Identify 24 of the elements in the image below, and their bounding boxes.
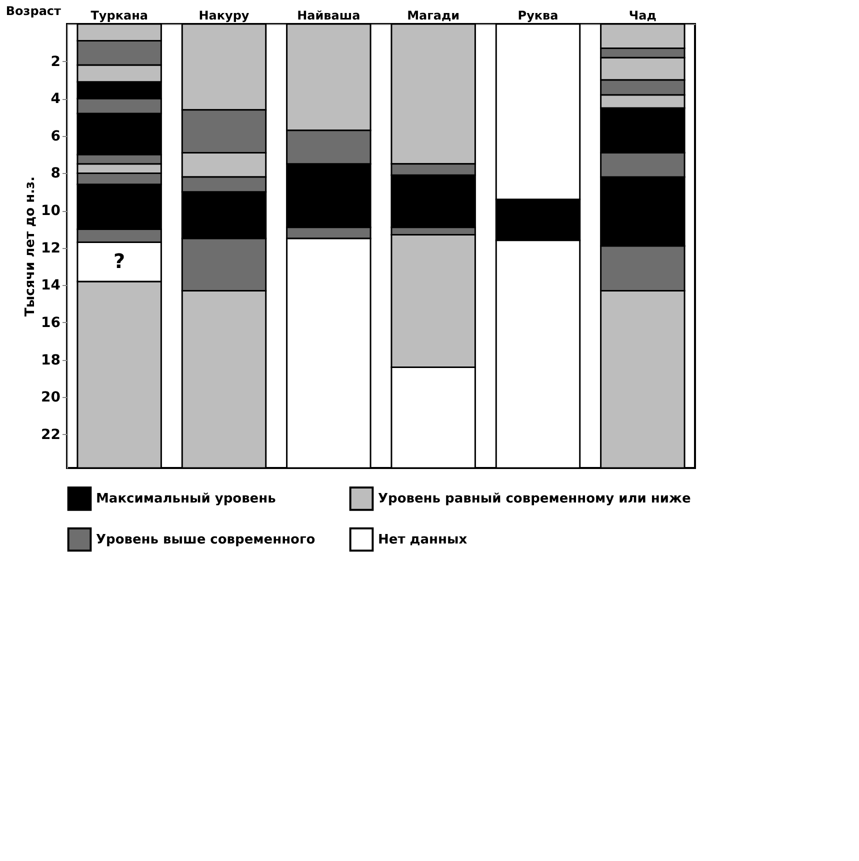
legend-label: Максимальный уровень: [96, 492, 276, 507]
y-tick-label: 6: [50, 128, 60, 144]
legend-label: Нет данных: [378, 532, 468, 548]
y-axis-title: Тысячи лет до н.з.: [23, 176, 38, 317]
x-tick-label: Магади: [407, 8, 460, 22]
x-tick-label: Чад: [628, 8, 657, 22]
annotation: ?: [114, 248, 126, 273]
x-tick-label: Туркана: [90, 8, 148, 22]
y-tick-label: 10: [41, 203, 61, 220]
x-tick-label: Руква: [518, 8, 558, 22]
y-tick-label: 4: [50, 91, 61, 108]
y-tick-label: 14: [41, 278, 61, 294]
y-tick-label: 18: [41, 352, 60, 368]
y-tick-label: 2: [50, 54, 60, 70]
y-tick-label: 22: [41, 426, 60, 443]
y-tick-label: 8: [50, 166, 60, 182]
x-tick-label: Найваша: [297, 8, 360, 22]
text: Возраст: [6, 4, 62, 18]
y-tick-label: 20: [41, 390, 61, 406]
legend-label: Уровень равный современному или ниже: [378, 492, 691, 507]
y-tick-label: 16: [41, 314, 60, 331]
legend-label: Уровень выше современного: [96, 532, 316, 548]
y-tick-label: 12: [41, 240, 60, 256]
x-tick-label: Накуру: [198, 8, 250, 22]
